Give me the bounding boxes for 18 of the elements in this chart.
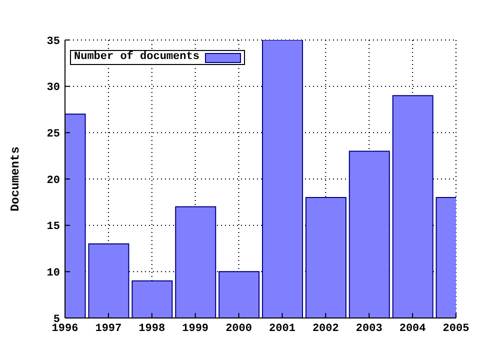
x-tick-label: 1998 xyxy=(138,322,166,335)
y-axis-title: Documents xyxy=(8,146,22,212)
x-tick-label: 1997 xyxy=(95,322,122,335)
x-tick-label: 1996 xyxy=(52,322,78,335)
y-tick-label: 25 xyxy=(46,128,60,141)
x-tick-label: 2000 xyxy=(226,322,252,335)
x-tick-label: 1999 xyxy=(182,322,209,335)
y-tick-label: 30 xyxy=(46,82,60,94)
x-tick-label: 2004 xyxy=(399,322,426,335)
y-tick-label: 35 xyxy=(46,36,60,48)
x-tick-label: 2005 xyxy=(442,322,470,335)
y-tick-label: 10 xyxy=(46,268,60,280)
x-tick-label: 2002 xyxy=(312,322,339,335)
y-tick-label: 15 xyxy=(46,221,60,234)
x-tick-label: 2001 xyxy=(269,322,296,335)
x-tick-label: 2003 xyxy=(356,322,383,335)
y-tick-label: 20 xyxy=(46,174,60,187)
legend-label: Number of documents xyxy=(74,51,200,64)
